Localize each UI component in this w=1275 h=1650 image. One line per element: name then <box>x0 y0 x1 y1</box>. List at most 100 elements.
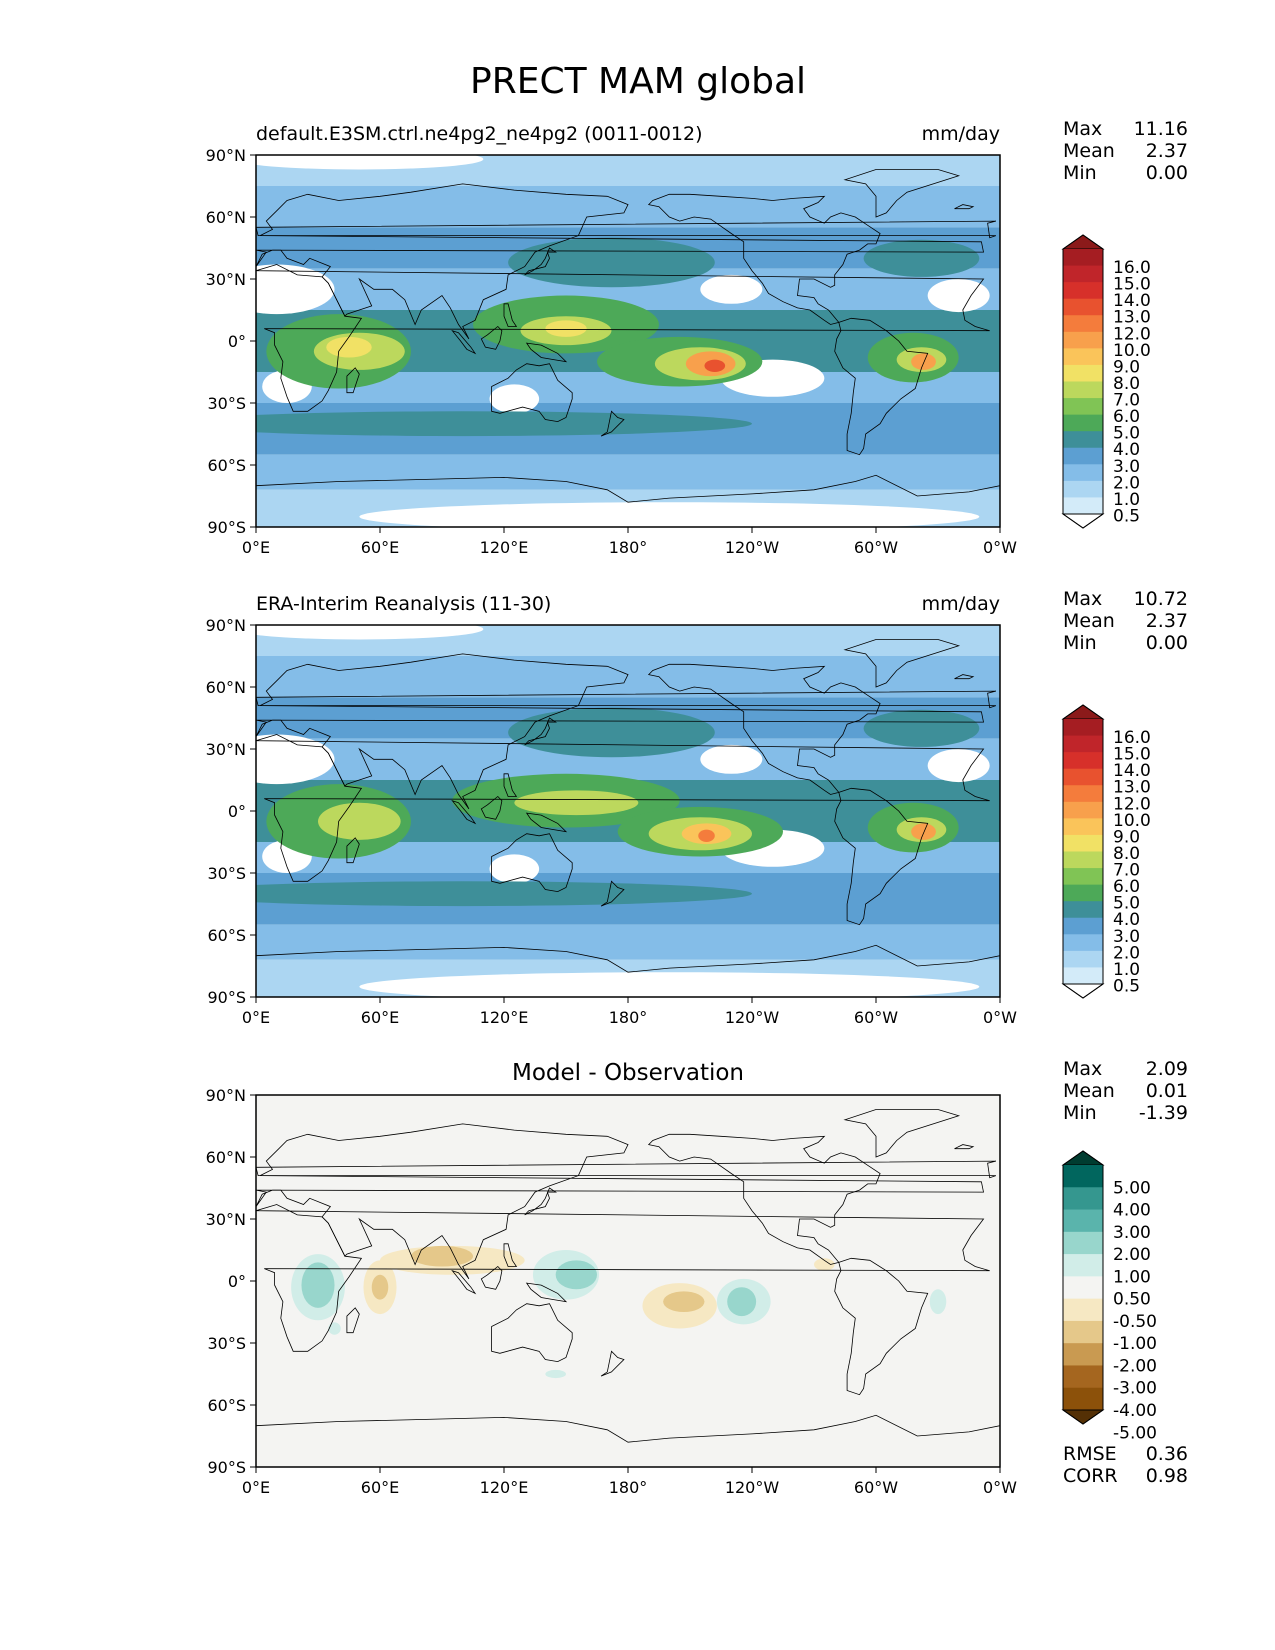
coastline-namerica <box>647 663 881 795</box>
colorbar-swatch <box>1063 785 1103 803</box>
y-axis: 90°N 60°N 30°N 0° 30°S 60°S 90°S <box>206 616 256 1007</box>
coastline-nz <box>600 1350 625 1377</box>
dry-region <box>489 384 540 414</box>
colorbar-swatch <box>1063 480 1103 498</box>
colorbar-max-extend <box>1061 234 1105 250</box>
colorbar-swatch <box>1063 1276 1103 1300</box>
precip-band <box>256 656 1000 698</box>
precip-contour <box>698 829 715 842</box>
colorbar-tick-label: 5.0 <box>1113 894 1140 914</box>
dry-region <box>359 502 980 527</box>
y-tick-label: 90°N <box>206 616 246 635</box>
colorbar-swatch <box>1063 934 1103 952</box>
colorbar-swatch <box>1063 1187 1103 1211</box>
y-tick-label: 60°S <box>207 926 246 945</box>
colorbar-tick-label: 7.0 <box>1113 391 1140 411</box>
colorbar-tick-label: 10.0 <box>1113 811 1151 831</box>
coastline-newguinea <box>525 812 568 833</box>
colorbar-swatch <box>1063 249 1103 267</box>
precip-contour <box>508 707 715 758</box>
coastline-namerica <box>0 194 136 324</box>
precip-contour <box>704 359 726 372</box>
y-tick-label: 30°N <box>206 270 246 289</box>
y-tick-label: 30°S <box>207 394 246 413</box>
x-tick-label: 120°W <box>725 1478 780 1497</box>
coastline-eurasia <box>0 184 240 339</box>
colorbar-tick-label: 4.0 <box>1113 440 1140 460</box>
colorbar-min-extend <box>1061 513 1105 529</box>
coastline-philippines <box>503 1243 518 1267</box>
colorbar-tick-label: 0.50 <box>1113 1290 1151 1310</box>
x-tick-label: 0°E <box>242 538 270 557</box>
colorbar-swatch <box>1063 1320 1103 1344</box>
colorbar-tick-label: 16.0 <box>1113 258 1151 278</box>
map-area <box>256 1095 1000 1467</box>
x-tick-label: 0°E <box>242 1008 270 1027</box>
colorbar-tick-label: 1.00 <box>1113 1267 1151 1287</box>
colorbar-swatch <box>1063 917 1103 935</box>
coastline-greenland <box>101 640 215 688</box>
colorbar-tick-label: 2.0 <box>1113 473 1140 493</box>
coastline-newguinea <box>525 342 568 363</box>
precip-contour <box>911 353 936 370</box>
diff-contour <box>663 1291 705 1312</box>
precip-contour <box>863 239 980 277</box>
dry-region <box>256 155 484 170</box>
y-tick-label: 90°S <box>207 988 246 1007</box>
coastline-samerica <box>834 787 929 926</box>
coastline-samerica <box>91 788 184 924</box>
colorbar-outline <box>1062 704 1104 999</box>
coastline-antarctica <box>256 1414 1000 1467</box>
colorbar-tick-label: 12.0 <box>1113 794 1151 814</box>
colorbar-swatch <box>1063 431 1103 449</box>
metric-label: RMSE <box>1063 1443 1117 1465</box>
coastline-africa <box>256 1204 990 1352</box>
coastline-samerica <box>834 1257 929 1396</box>
colorbar-tick-label: 9.0 <box>1113 827 1140 847</box>
colorbar-tick-label: -1.00 <box>1113 1334 1157 1354</box>
coastline-africa <box>256 734 990 882</box>
colorbar-tick-label: 4.0 <box>1113 910 1140 930</box>
colorbar-min-extend <box>1061 1409 1105 1425</box>
colorbar-swatch <box>1063 464 1103 482</box>
x-tick-label: 120°E <box>480 1478 529 1497</box>
colorbar-swatch <box>1063 1209 1103 1233</box>
coastline-borneo <box>480 1265 503 1290</box>
y-tick-label: 90°N <box>206 146 246 165</box>
coastline-samerica <box>834 317 929 456</box>
coastline-japan <box>524 1187 558 1216</box>
stat-value: 11.16 <box>1134 118 1188 140</box>
stat-label: Min <box>1063 1102 1097 1124</box>
stats-block: Max 11.16 Mean 2.37 Min 0.00 <box>1063 118 1188 184</box>
coastline-antarctica <box>256 944 1000 997</box>
x-axis: 0°E 60°E 120°E 180° 120°W 60°W 0°W <box>242 1467 1017 1497</box>
coastline-newguinea <box>525 1282 568 1303</box>
stat-label: Max <box>1063 1058 1102 1080</box>
x-tick-label: 0°E <box>242 1478 270 1497</box>
colorbar-tick-label: 5.0 <box>1113 424 1140 444</box>
stat-value: -1.39 <box>1139 1102 1188 1124</box>
coastline-britain <box>256 690 997 709</box>
colorbar-swatch <box>1063 868 1103 886</box>
coastline-sumatra <box>451 329 477 355</box>
colorbar-swatch <box>1063 884 1103 902</box>
y-tick-label: 0° <box>228 332 246 351</box>
y-tick-label: 60°S <box>207 1396 246 1415</box>
coastline-australia <box>491 833 573 893</box>
stat-value: 0.00 <box>1146 162 1188 184</box>
x-tick-label: 120°E <box>480 538 529 557</box>
diff-contour <box>727 1287 757 1317</box>
colorbar-tick-label: 14.0 <box>1113 291 1151 311</box>
colorbar-tick-label: -3.00 <box>1113 1379 1157 1399</box>
coastline-japan <box>524 247 558 276</box>
colorbar-swatch <box>1063 282 1103 300</box>
coastline-japan <box>524 717 558 746</box>
map-area <box>91 625 1000 997</box>
precip-contour <box>318 802 401 840</box>
x-tick-label: 0°W <box>983 1008 1017 1027</box>
x-tick-label: 60°W <box>854 1008 898 1027</box>
colorbar-tick-label: 5.00 <box>1113 1178 1151 1198</box>
stats-block: Max 2.09 Mean 0.01 Min -1.39 <box>1063 1058 1188 1124</box>
colorbar-swatch <box>1063 1298 1103 1322</box>
colorbar-tick-label: 3.00 <box>1113 1223 1151 1243</box>
